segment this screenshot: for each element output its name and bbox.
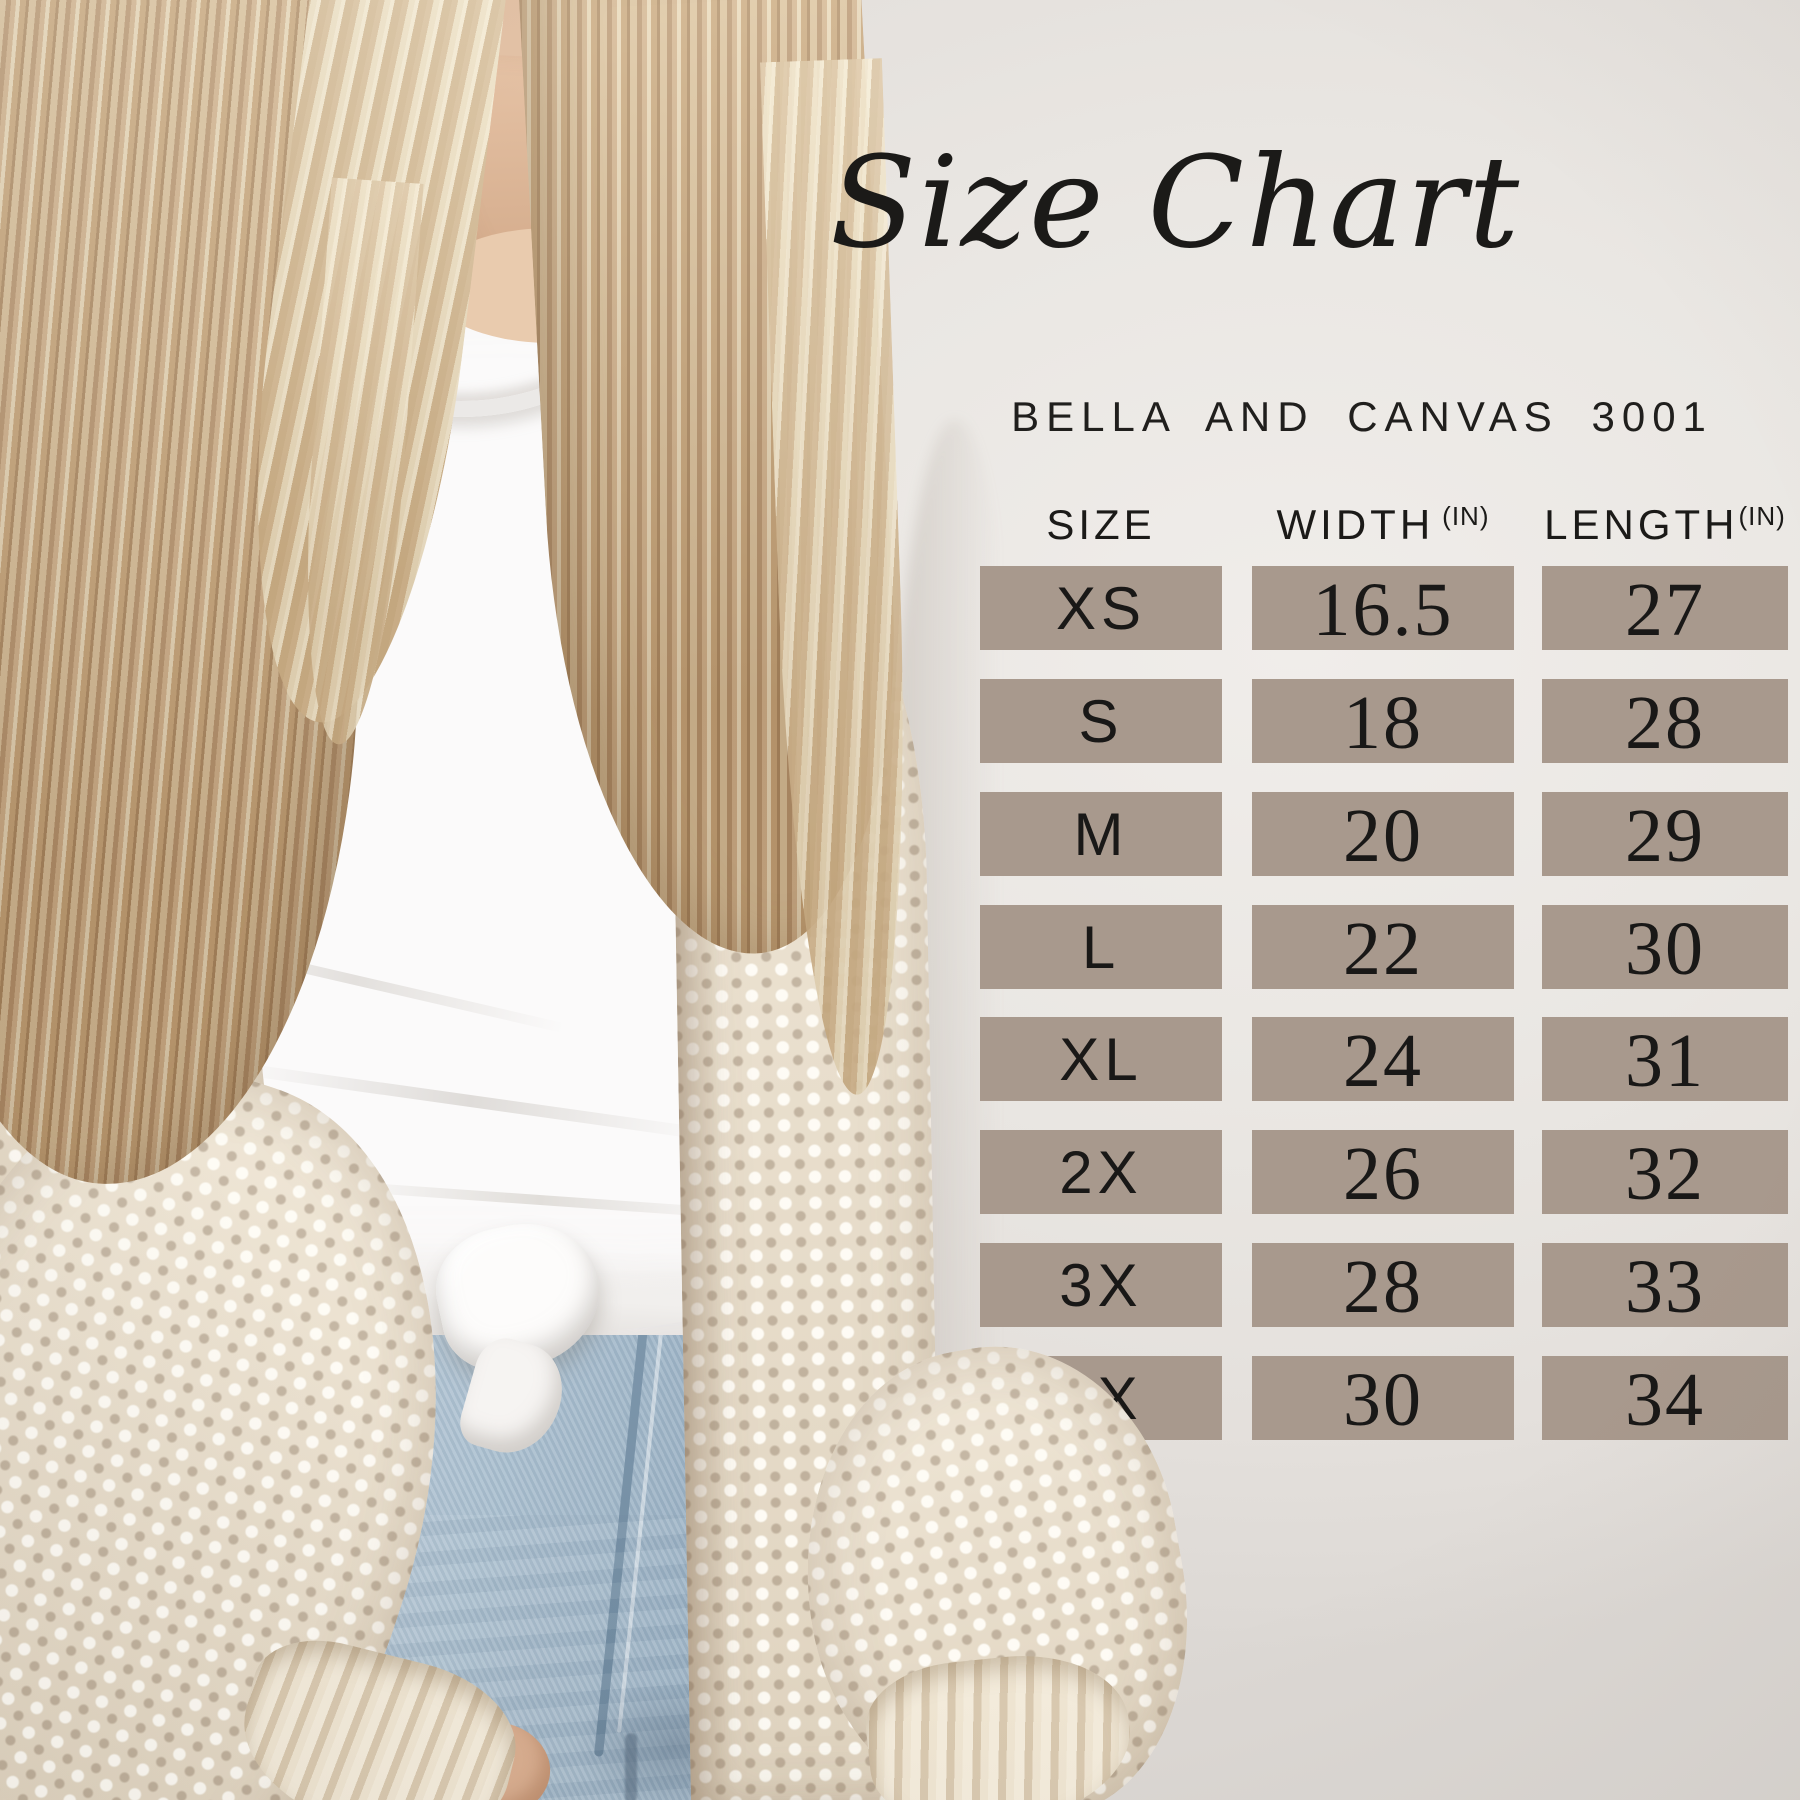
length-cell: 28: [1542, 679, 1788, 765]
length-cell: 30: [1542, 905, 1788, 991]
table-row: 3X 28 33: [980, 1243, 1788, 1329]
width-cell: 20: [1252, 792, 1514, 878]
length-cell: 33: [1542, 1243, 1788, 1329]
width-cell: 30: [1252, 1356, 1514, 1442]
size-chart-title: Size Chart: [830, 129, 1522, 276]
length-cell: 34: [1542, 1356, 1788, 1442]
table-row: 2X 26 32: [980, 1130, 1788, 1216]
size-cell: 2X: [980, 1130, 1222, 1214]
column-header-length-label: LENGTH: [1544, 501, 1739, 548]
width-cell: 28: [1252, 1243, 1514, 1329]
size-cell: M: [980, 792, 1222, 876]
width-cell: 18: [1252, 679, 1514, 765]
width-cell: 24: [1252, 1017, 1514, 1103]
table-row: L 22 30: [980, 905, 1788, 991]
column-header-width: WIDTH (IN): [1252, 498, 1514, 552]
width-cell: 26: [1252, 1130, 1514, 1216]
product-subtitle: BELLA AND CANVAS 3001: [1011, 393, 1713, 440]
table-row: XL 24 31: [980, 1017, 1788, 1103]
column-header-length: LENGTH(IN): [1542, 498, 1788, 552]
width-cell: 16.5: [1252, 566, 1514, 652]
column-header-width-label: WIDTH: [1276, 501, 1435, 548]
size-cell: XS: [980, 566, 1222, 650]
length-cell: 27: [1542, 566, 1788, 652]
unit-inches-label: (IN): [1442, 501, 1490, 531]
size-cell: L: [980, 905, 1222, 989]
table-row: XS 16.5 27: [980, 566, 1788, 652]
length-cell: 29: [1542, 792, 1788, 878]
length-cell: 32: [1542, 1130, 1788, 1216]
table-row: M 20 29: [980, 792, 1788, 878]
size-cell: 3X: [980, 1243, 1222, 1327]
length-cell: 31: [1542, 1017, 1788, 1103]
jeans-inseam: [625, 1733, 637, 1800]
width-cell: 22: [1252, 905, 1514, 991]
column-header-size: SIZE: [980, 498, 1222, 552]
column-header-size-label: SIZE: [1046, 501, 1156, 548]
table-row: S 18 28: [980, 679, 1788, 765]
size-cell: XL: [980, 1017, 1222, 1101]
size-cell: S: [980, 679, 1222, 763]
unit-inches-label: (IN): [1738, 501, 1786, 531]
